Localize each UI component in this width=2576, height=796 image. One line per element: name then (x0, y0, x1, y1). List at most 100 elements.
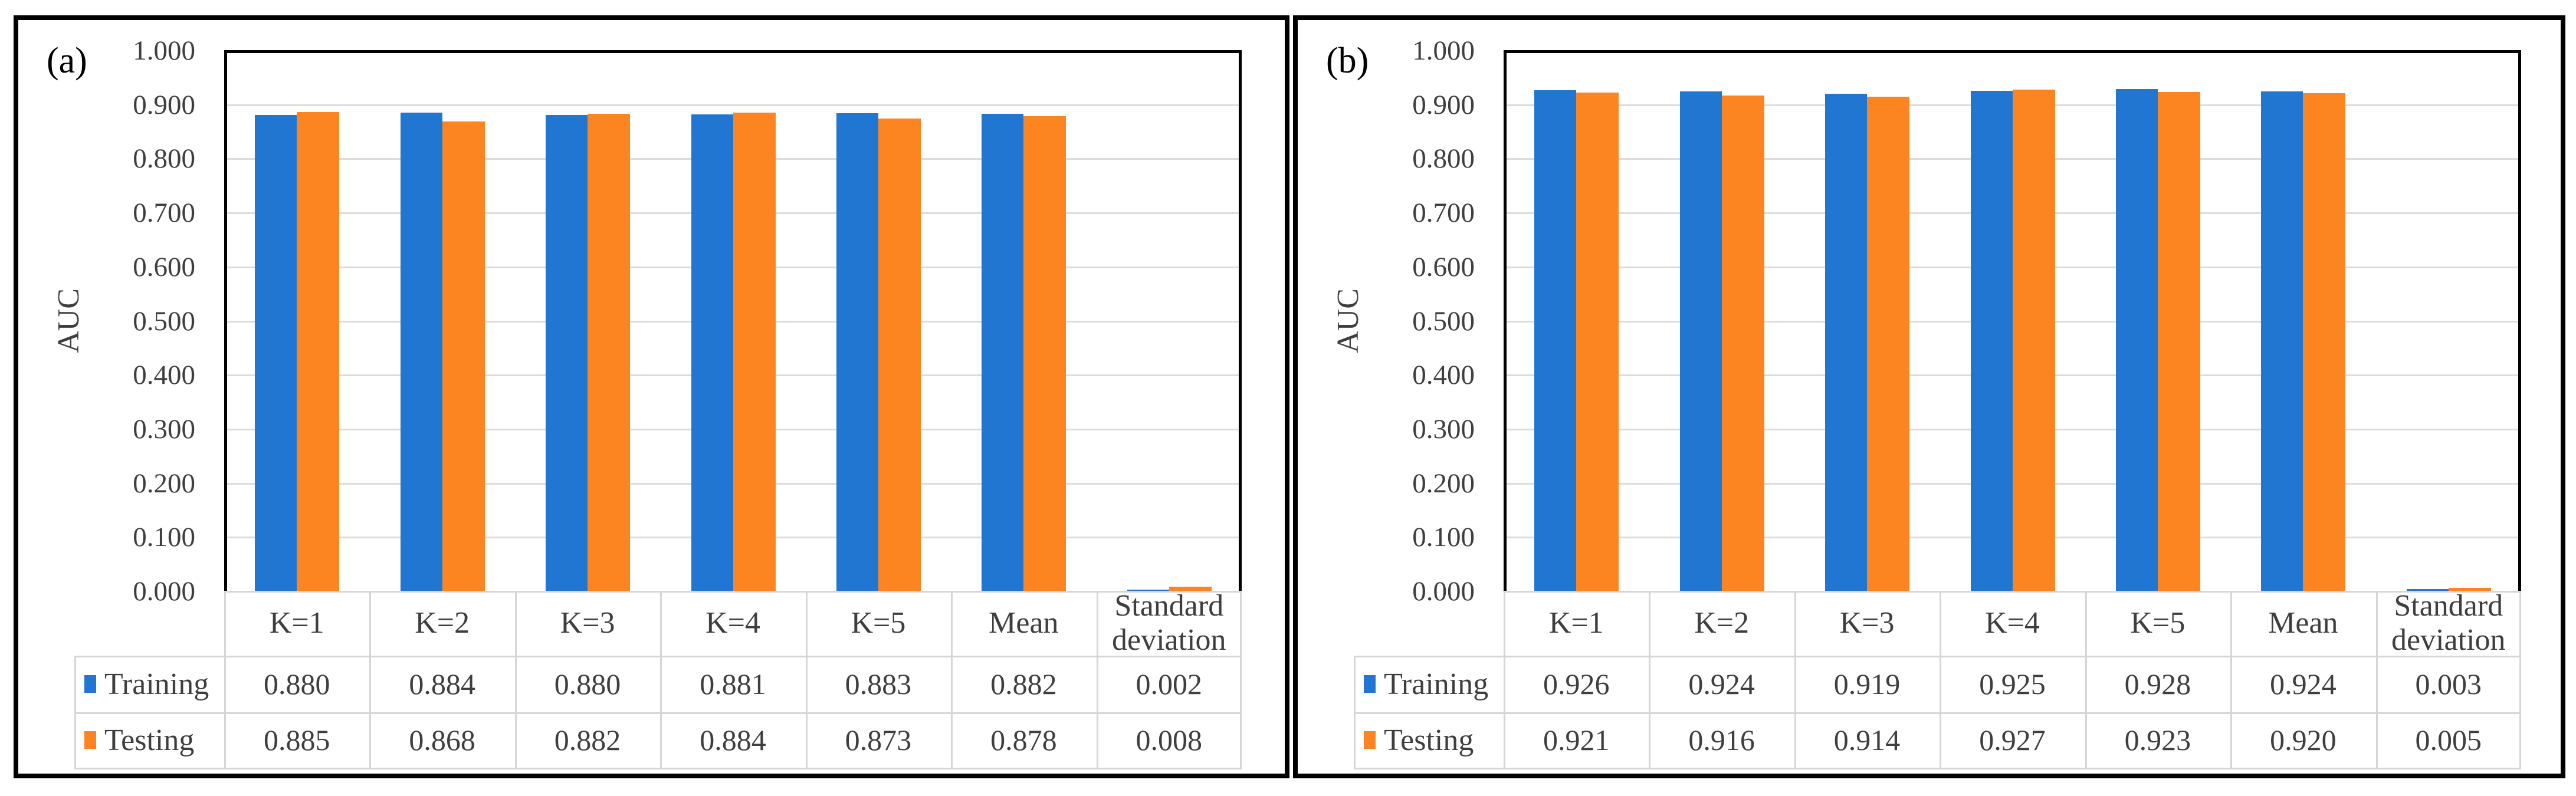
table-border-top (224, 591, 1242, 593)
y-tick-label: 0.500 (133, 305, 195, 337)
training-bar (2261, 91, 2303, 591)
value-cell: 0.003 (2415, 667, 2482, 700)
category-header-cell: Standard deviation (2391, 588, 2506, 657)
table-row-border (74, 768, 1242, 769)
table-column-border (2085, 591, 2087, 768)
panel-a-label: (a) (47, 41, 87, 81)
y-tick-label: 0.400 (1412, 360, 1475, 391)
y-tick-label: 0.300 (133, 413, 195, 445)
series-name-label: Testing (1384, 723, 1474, 757)
series-row-header: Testing (74, 712, 224, 768)
series-name-label: Testing (104, 723, 195, 757)
training-bar (1970, 91, 2013, 591)
y-tick-label: 0.000 (133, 576, 195, 607)
training-bar (1534, 90, 1577, 591)
table-column-border (1240, 591, 1242, 768)
value-cell: 0.926 (1543, 667, 1610, 700)
y-tick-label: 0.600 (1412, 251, 1475, 282)
value-cell: 0.881 (700, 667, 766, 700)
category-header-cell: K=1 (1548, 606, 1604, 640)
value-cell: 0.923 (2124, 723, 2191, 756)
table-column-border (951, 591, 953, 768)
y-tick-label: 1.000 (1412, 35, 1475, 66)
y-tick-label: 0.600 (133, 251, 195, 282)
y-tick-label: 0.200 (133, 468, 195, 499)
y-tick-label: 0.100 (133, 522, 195, 553)
table-rowheader-border (74, 656, 76, 768)
value-cell: 0.882 (990, 667, 1057, 700)
table-rowheader-border (1354, 656, 1356, 768)
y-tick-label: 0.000 (1412, 576, 1475, 607)
testing-bar (1867, 97, 1910, 591)
training-bar (2115, 89, 2158, 591)
table-column-border (2519, 591, 2521, 768)
value-cell: 0.882 (554, 723, 621, 756)
value-cell: 0.005 (2415, 723, 2482, 756)
value-cell: 0.008 (1136, 723, 1203, 756)
value-cell: 0.884 (409, 667, 475, 700)
table-column-border (2230, 591, 2233, 768)
value-cell: 0.927 (1979, 723, 2046, 756)
table-row-border (1354, 768, 2521, 769)
value-cell: 0.880 (263, 667, 330, 700)
category-header-cell: K=4 (705, 606, 760, 640)
training-legend-swatch (1364, 675, 1376, 693)
testing-bar (733, 113, 776, 591)
table-column-border (224, 591, 226, 768)
category-header-cell: K=4 (1985, 606, 2040, 640)
series-row-header: Testing (1354, 712, 1504, 768)
table-column-border (1794, 591, 1796, 768)
testing-bar (2448, 588, 2491, 591)
y-tick-label: 0.400 (133, 360, 195, 391)
testing-bar (1576, 93, 1619, 591)
value-cell: 0.921 (1543, 723, 1610, 756)
value-cell: 0.916 (1688, 723, 1755, 756)
y-tick-label: 0.700 (133, 198, 195, 229)
training-bar (546, 115, 588, 591)
category-header-cell: K=1 (269, 606, 324, 640)
training-legend-swatch (84, 675, 96, 693)
table-column-border (1504, 591, 1505, 768)
value-cell: 0.885 (263, 723, 330, 756)
category-header-cell: Mean (2268, 606, 2338, 640)
y-tick-label: 0.300 (1412, 413, 1475, 445)
training-bar (1127, 590, 1169, 591)
value-cell: 0.925 (1979, 667, 2046, 700)
y-tick-label: 0.200 (1412, 468, 1475, 499)
gridline (227, 104, 1239, 106)
y-tick-label: 0.900 (1412, 89, 1475, 120)
category-header-cell: Mean (989, 606, 1059, 640)
testing-bar (1023, 116, 1067, 591)
value-cell: 0.002 (1136, 667, 1203, 700)
category-header-cell: K=5 (2130, 606, 2186, 640)
y-tick-label: 0.800 (133, 143, 195, 175)
table-column-border (660, 591, 662, 768)
value-cell: 0.924 (1688, 667, 1755, 700)
table-column-border (1649, 591, 1651, 768)
testing-bar (2303, 93, 2346, 591)
y-tick-label: 1.000 (133, 35, 195, 66)
training-bar (1679, 91, 1722, 591)
training-bar (1825, 94, 1868, 591)
series-row-header: Training (1354, 656, 1504, 712)
series-name-label: Training (104, 667, 209, 701)
training-bar (836, 113, 878, 591)
panel-a-inner: (a) AUC 1.000 0.900 0.800 0.700 0.600 0.500 0.… (18, 20, 1285, 774)
testing-legend-swatch (84, 731, 96, 749)
training-bar (255, 115, 297, 591)
y-tick-label: 0.800 (1412, 143, 1475, 175)
table-column-border (805, 591, 808, 768)
training-bar (691, 114, 733, 591)
table-column-border (1940, 591, 1942, 768)
testing-bar (297, 112, 340, 591)
table-column-border (1096, 591, 1098, 768)
training-bar (400, 113, 442, 591)
table-row-border (74, 656, 1242, 657)
y-tick-label: 0.900 (133, 89, 195, 120)
panel-a: (a) AUC 1.000 0.900 0.800 0.700 0.600 0.500 0.… (14, 15, 1289, 778)
value-cell: 0.884 (700, 723, 766, 756)
value-cell: 0.878 (990, 723, 1057, 756)
category-header-cell: K=3 (560, 606, 615, 640)
training-bar (2406, 589, 2449, 591)
value-cell: 0.928 (2124, 667, 2191, 700)
